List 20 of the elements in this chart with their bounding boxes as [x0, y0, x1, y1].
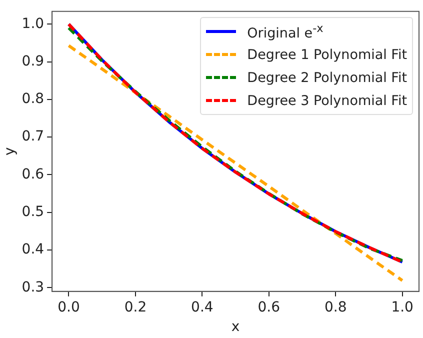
y-tick-label: 0.9: [22, 53, 44, 70]
x-tick-label: 0.6: [258, 299, 280, 316]
y-tick-label: 0.5: [22, 204, 44, 220]
x-tick-label: 0.0: [58, 299, 80, 316]
y-tick-label: 0.6: [22, 166, 44, 182]
y-axis-title: y: [2, 147, 18, 156]
y-tick-label: 0.8: [22, 91, 44, 108]
y-tick-label: 0.7: [22, 128, 44, 145]
y-tick-label: 1.0: [22, 16, 44, 32]
x-tick-label: 0.8: [324, 299, 347, 316]
x-tick-label: 1.0: [391, 299, 414, 316]
y-tick-label: 0.3: [22, 279, 44, 296]
legend-label: Degree 2 Polynomial Fit: [247, 70, 407, 86]
legend-label: Original e$^{-x}$: [247, 22, 324, 42]
x-axis-title: x: [231, 319, 240, 336]
legend-label: Degree 1 Polynomial Fit: [247, 46, 407, 63]
y-tick-label: 0.4: [22, 242, 44, 258]
x-tick-label: 0.2: [124, 299, 147, 316]
x-tick-label: 0.4: [191, 299, 214, 316]
legend-label: Degree 3 Polynomial Fit: [247, 92, 407, 109]
